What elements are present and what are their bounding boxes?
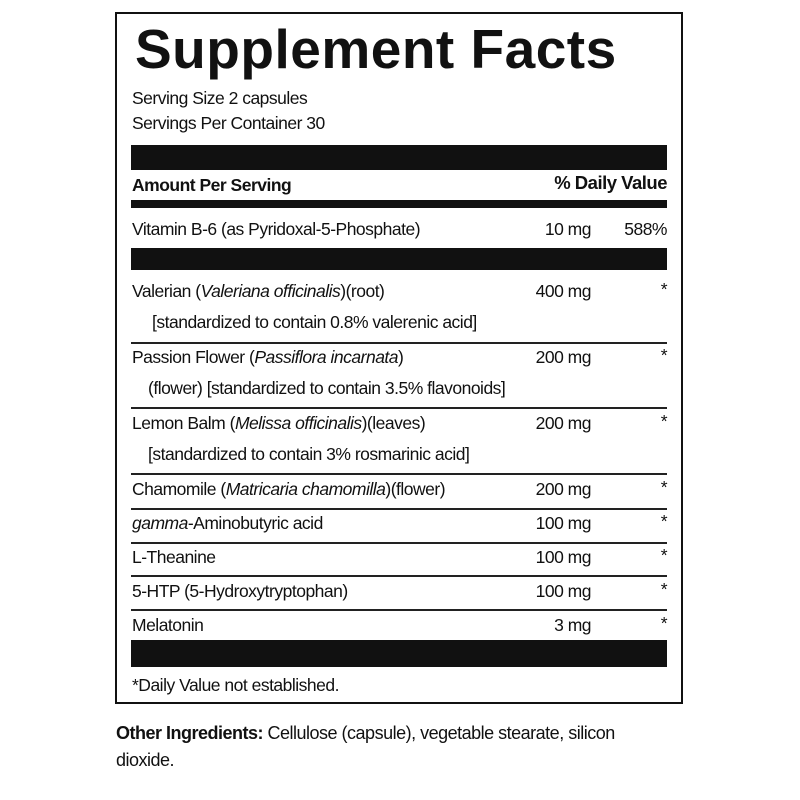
- ingredient-name: Chamomile (Matricaria chamomilla)(flower…: [132, 478, 446, 500]
- row-divider: [131, 542, 667, 544]
- ingredient-amount: 100 mg: [535, 547, 592, 567]
- other-ingredients-continued: dioxide.: [116, 750, 175, 770]
- vitamin-name: Vitamin B-6 (as Pyridoxal-5-Phosphate): [132, 219, 421, 239]
- name-segment: Lemon Balm (: [132, 413, 235, 433]
- row-divider: [131, 575, 667, 577]
- name-segment: Passion Flower (: [132, 347, 255, 367]
- supplement-facts-panel: [115, 12, 683, 704]
- latin-name: gamma: [132, 513, 188, 533]
- ingredient-name: Melatonin: [132, 614, 204, 636]
- thick-divider: [131, 640, 667, 667]
- thick-divider: [131, 145, 667, 170]
- row-divider: [131, 508, 667, 510]
- footnote: *Daily Value not established.: [132, 675, 339, 695]
- ingredient-name: L-Theanine: [132, 546, 216, 568]
- name-segment: Melatonin: [132, 615, 204, 635]
- other-ingredients-text: Cellulose (capsule), vegetable stearate,…: [263, 723, 616, 743]
- ingredient-amount: 200 mg: [535, 347, 592, 367]
- thick-divider: [131, 248, 667, 270]
- name-segment: -Aminobutyric acid: [187, 513, 323, 533]
- medium-divider: [131, 200, 667, 208]
- name-segment: )(flower): [385, 479, 446, 499]
- row-divider: [131, 609, 667, 611]
- vitamin-amount: 10 mg: [544, 219, 592, 239]
- other-ingredients-label: Other Ingredients:: [116, 723, 264, 743]
- ingredient-standardization: [standardized to contain 0.8% valerenic …: [152, 312, 477, 332]
- latin-name: Valeriana officinalis: [200, 281, 341, 301]
- ingredient-daily-value: *: [660, 279, 668, 299]
- ingredient-amount: 100 mg: [535, 513, 592, 533]
- ingredient-name: 5-HTP (5-Hydroxytryptophan): [132, 580, 348, 602]
- ingredient-amount: 200 mg: [535, 413, 592, 433]
- latin-name: Matricaria chamomilla: [225, 479, 386, 499]
- ingredient-daily-value: *: [660, 511, 668, 531]
- ingredient-daily-value: *: [660, 613, 668, 633]
- ingredient-amount: 100 mg: [535, 581, 592, 601]
- ingredient-daily-value: *: [660, 477, 668, 497]
- row-divider: [131, 407, 667, 409]
- latin-name: Melissa officinalis: [234, 413, 362, 433]
- other-ingredients: Other Ingredients: Cellulose (capsule), …: [116, 722, 615, 744]
- ingredient-name: Lemon Balm (Melissa officinalis)(leaves): [132, 412, 426, 434]
- name-segment: ): [398, 347, 404, 367]
- name-segment: )(root): [340, 281, 385, 301]
- ingredient-name: Valerian (Valeriana officinalis)(root): [132, 280, 385, 302]
- vitamin-daily-value: 588%: [624, 219, 667, 239]
- ingredient-daily-value: *: [660, 411, 668, 431]
- ingredient-amount: 3 mg: [554, 615, 591, 635]
- ingredient-daily-value: *: [660, 545, 668, 565]
- row-divider: [131, 342, 667, 344]
- name-segment: 5-HTP (5-Hydroxytryptophan): [132, 581, 348, 601]
- panel-title: Supplement Facts: [135, 18, 617, 80]
- latin-name: Passiflora incarnata: [254, 347, 399, 367]
- ingredient-name: gamma-Aminobutyric acid: [132, 512, 323, 534]
- ingredient-amount: 200 mg: [535, 479, 592, 499]
- name-segment: L-Theanine: [132, 547, 216, 567]
- name-segment: )(leaves): [361, 413, 426, 433]
- ingredient-standardization: (flower) [standardized to contain 3.5% f…: [148, 378, 506, 398]
- servings-per-container: Servings Per Container 30: [132, 113, 325, 133]
- ingredient-name: Passion Flower (Passiflora incarnata): [132, 346, 404, 368]
- row-divider: [131, 473, 667, 475]
- ingredient-standardization: [standardized to contain 3% rosmarinic a…: [148, 444, 470, 464]
- name-segment: Valerian (: [132, 281, 201, 301]
- ingredient-daily-value: *: [660, 345, 668, 365]
- daily-value-header: % Daily Value: [554, 172, 667, 193]
- name-segment: Chamomile (: [132, 479, 226, 499]
- ingredient-daily-value: *: [660, 579, 668, 599]
- serving-size: Serving Size 2 capsules: [132, 88, 308, 108]
- ingredient-amount: 400 mg: [535, 281, 592, 301]
- amount-per-serving-header: Amount Per Serving: [132, 175, 292, 195]
